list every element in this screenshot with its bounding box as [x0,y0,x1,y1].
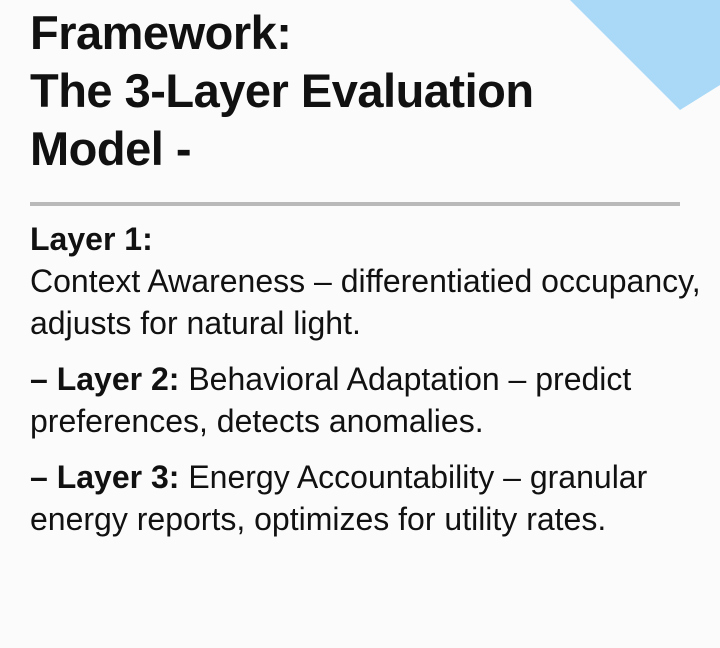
title-line: Model - [30,122,191,175]
layer-list: Layer 1: Context Awareness – differentia… [30,218,710,554]
title-line: The 3-Layer Evaluation [30,64,534,117]
title-line: Framework: [30,6,292,59]
layer-label: – Layer 2: [30,361,180,397]
layer-text: Energy Accountability – granular energy … [30,459,648,537]
layer-label: – Layer 3: [30,459,180,495]
decorative-triangle [570,0,720,110]
layer-2: – Layer 2: Behavioral Adaptation – predi… [30,358,710,442]
layer-3: – Layer 3: Energy Accountability – granu… [30,456,710,540]
divider [30,202,680,206]
layer-1: Layer 1: Context Awareness – differentia… [30,218,710,344]
layer-text: Context Awareness – differentiatied occu… [30,263,701,341]
page-title: Framework: The 3-Layer Evaluation Model … [30,4,670,178]
layer-text: Behavioral Adaptation – predict preferen… [30,361,632,439]
layer-label: Layer 1: [30,221,153,257]
